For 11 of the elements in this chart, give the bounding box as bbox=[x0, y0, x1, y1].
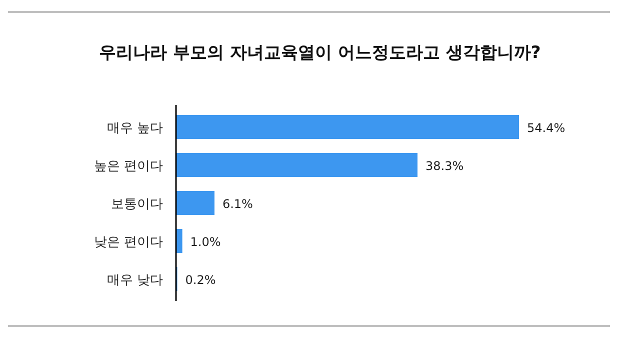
y-tick-label: 매우 낮다 bbox=[106, 273, 163, 288]
y-tick-label: 높은 편이다 bbox=[94, 159, 163, 174]
data-label: 6.1% bbox=[222, 197, 253, 211]
chart-title: 우리나라 부모의 자녀교육열이 어느정도라고 생각합니까? bbox=[99, 43, 541, 63]
data-label: 1.0% bbox=[190, 235, 221, 249]
y-tick-label: 매우 높다 bbox=[106, 121, 163, 136]
data-label: 0.2% bbox=[185, 273, 216, 287]
y-tick-label: 보통이다 bbox=[111, 197, 163, 212]
y-tick-label: 낮은 편이다 bbox=[94, 235, 163, 250]
data-label: 54.4% bbox=[527, 121, 566, 135]
data-label: 38.3% bbox=[425, 159, 464, 173]
